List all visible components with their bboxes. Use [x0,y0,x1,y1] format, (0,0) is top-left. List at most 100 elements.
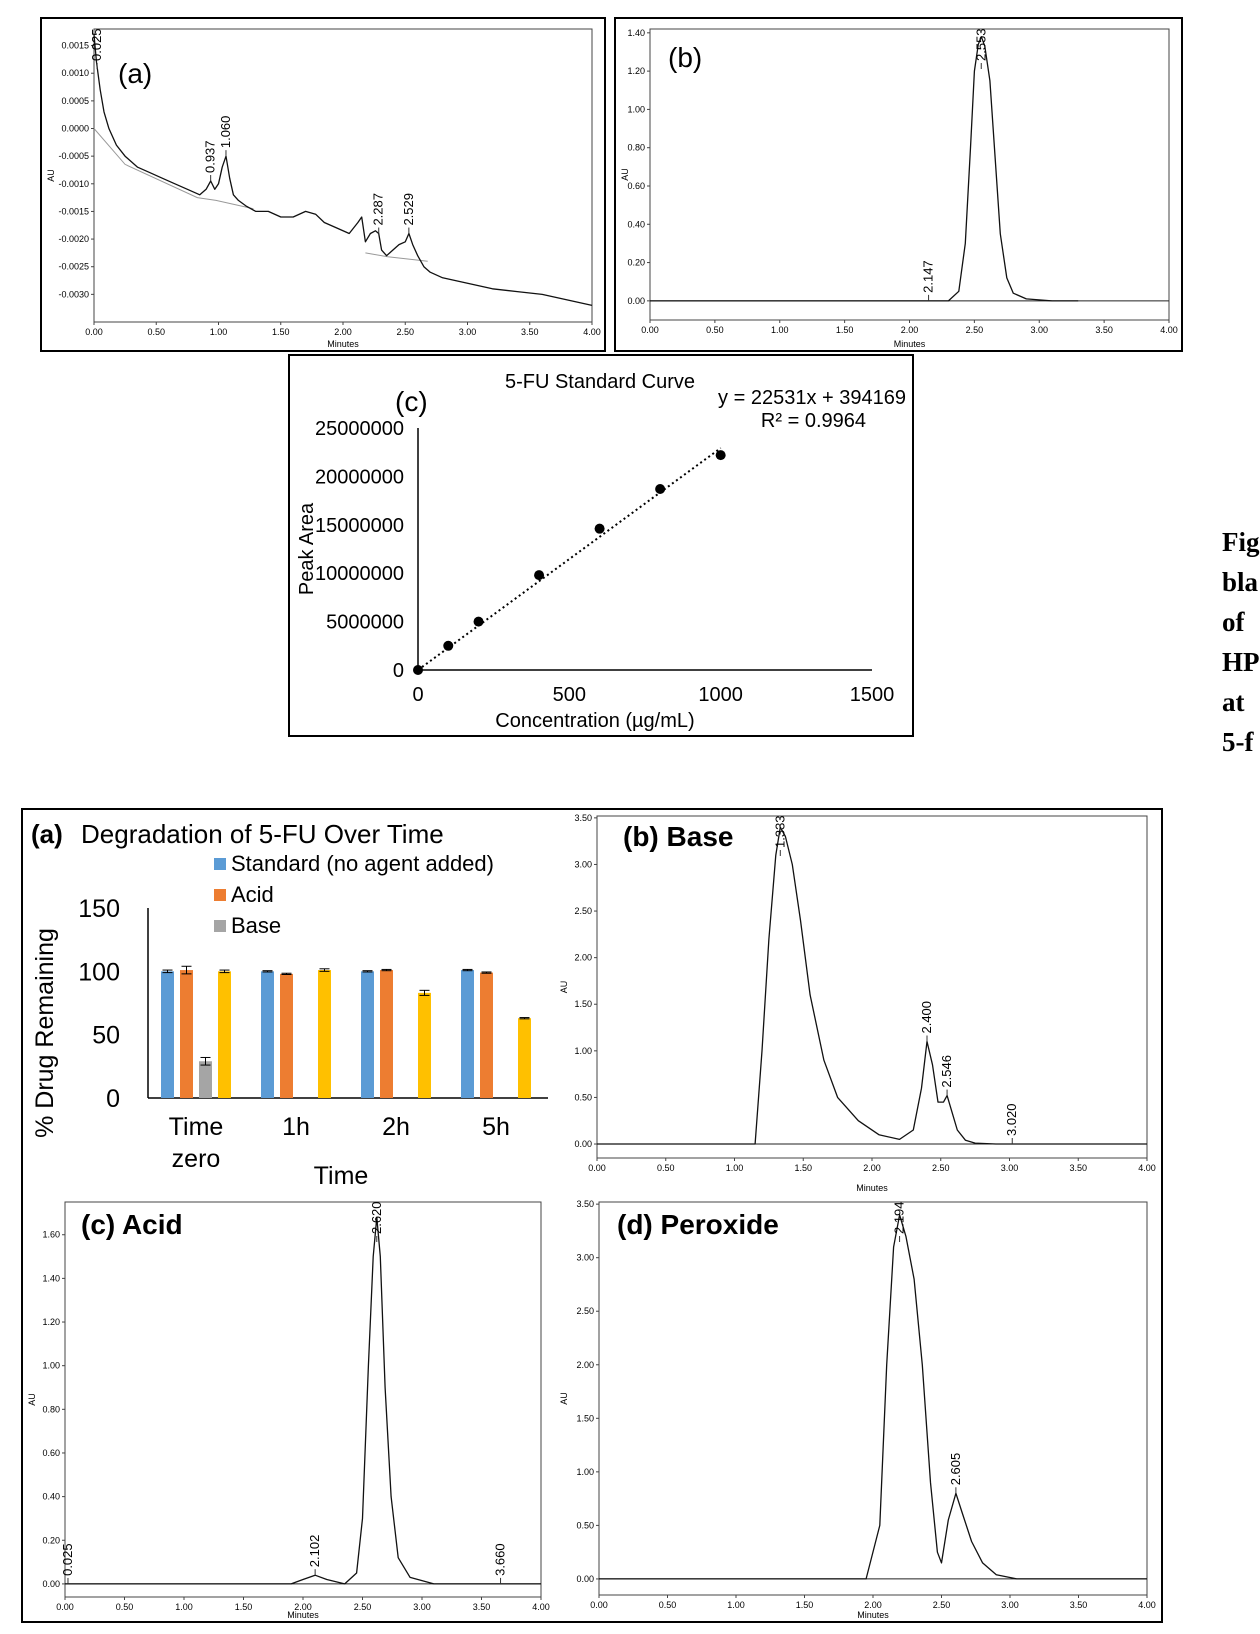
caption-line: 5-f [1222,727,1254,757]
y-tick-label: 150 [78,895,120,923]
x-tick-label: 3.50 [473,1602,491,1612]
y-tick-label: 0.20 [42,1535,60,1545]
chromatogram-trace [597,826,1147,1145]
data-point [443,640,454,651]
bar [461,970,474,1098]
x-tick-label: 1.00 [726,1163,744,1173]
x-tick-label: 1.50 [796,1600,814,1610]
panel-top-b-border [614,17,1183,352]
x-tick-label: 1.00 [727,1600,745,1610]
bar [161,971,174,1098]
bar [418,992,431,1098]
y-tick-label: -0.0015 [58,206,89,216]
x-tick-label: 0.50 [659,1600,677,1610]
panel-top-c-border [288,354,914,737]
chromatogram-standard: 1.40 1.20 1.00 0.80 0.60 0.40 0.20 0.00 0.00 0.50… [620,28,1178,349]
x-axis-label: Minutes [287,1610,319,1620]
legend-label: Standard (no agent added) [231,851,494,876]
y-tick-label: 1.20 [42,1317,60,1327]
y-tick-label: 1.20 [627,66,645,76]
x-tick-label: 0.50 [147,327,165,337]
x-tick-label: 3.00 [1001,1163,1019,1173]
panel-label: (c) [395,386,428,417]
x-tick-label: 3.50 [521,327,539,337]
peak-label: 2.147 [921,260,936,293]
y-tick-label: 0 [106,1085,120,1113]
y-tick-label: 0.0015 [61,41,89,51]
y-tick-label: 0.0010 [61,68,89,78]
x-tick-label: 3.00 [413,1602,431,1612]
y-tick-label: 0.0005 [61,96,89,106]
y-axis-label: AU [620,168,630,181]
y-tick-label: -0.0010 [58,179,89,189]
x-tick-label: 1.00 [175,1602,193,1612]
y-tick-label: 1.40 [627,28,645,38]
peak-label: 2.102 [307,1535,322,1568]
y-tick-label: -0.0020 [58,234,89,244]
y-tick-label: 2.00 [574,953,592,963]
y-tick-label: 0.40 [42,1492,60,1502]
peak-label: 0.937 [203,140,218,173]
x-tick-label: 0.00 [641,325,659,335]
y-tick-label: 0.00 [576,1574,594,1584]
x-tick-label: 0.00 [590,1600,608,1610]
y-tick-label: -0.0030 [58,289,89,299]
y-tick-label: -0.0025 [58,262,89,272]
x-tick-label: 2.50 [354,1602,372,1612]
legend-swatch [214,889,226,901]
x-tick-label: 2.50 [932,1163,950,1173]
legend-swatch [214,858,226,870]
data-point [655,483,666,494]
x-tick-label: 0.50 [706,325,724,335]
degradation-bar-chart: (a) Degradation of 5-FU Over TimeStandard… [31,819,548,1190]
y-tick-label: 0.20 [627,258,645,268]
trendline [417,447,722,671]
caption-line: of [1222,607,1245,637]
y-tick-label: 0.60 [627,181,645,191]
plot-frame [93,28,593,323]
standard-curve-chart: 0 5000000 10000000 15000000 20000000 25000000… [296,371,906,732]
chromatogram-blank: 0.0015 0.0010 0.0005 0.0000 -0.0005 -0.0010 -0… [46,28,601,349]
chromatogram-trace [599,1214,1147,1580]
trendline-equation: y = 22531x + 394169 [718,387,906,409]
y-tick-label: 0.00 [574,1139,592,1149]
x-axis-label: Minutes [894,339,926,349]
peak-label: 1.060 [218,116,233,149]
peak-label: 2.400 [919,1001,934,1034]
y-tick-label: 0.80 [627,143,645,153]
x-tick-label: 4.00 [1160,325,1178,335]
bar [380,970,393,1098]
caption-line: Fig [1222,527,1260,557]
bar [180,970,193,1098]
y-tick-label: 25000000 [315,418,404,440]
y-tick-label: 0.50 [576,1520,594,1530]
chart-title: 5-FU Standard Curve [505,371,695,393]
plot-frame [598,1201,1148,1596]
panel-bottom-group-border [21,808,1163,1623]
category-label: 2h [382,1113,410,1141]
data-point [413,665,423,675]
category-label: zero [172,1145,221,1173]
chromatogram-trace [650,36,1079,302]
x-tick-label: 1.50 [272,327,290,337]
peak-label: 1.333 [772,815,787,848]
x-tick-label: 1.50 [235,1602,253,1612]
y-tick-label: 1.50 [576,1413,594,1423]
x-tick-label: 4.00 [1138,1600,1156,1610]
chromatogram-base: 3.50 3.00 2.50 2.00 1.50 1.00 0.50 0.00 0.00 0.50… [559,813,1156,1193]
legend-label: Acid [231,882,274,907]
x-tick-label: 2.50 [933,1600,951,1610]
y-axis-label: AU [27,1393,37,1406]
y-axis-label: % Drug Remaining [31,928,59,1138]
peak-label: 2.605 [948,1453,963,1486]
panel-label: (a) [118,58,152,89]
y-tick-label: 0 [393,660,404,682]
y-tick-label: 0.00 [627,296,645,306]
y-axis-label: AU [559,981,569,994]
y-tick-label: 0.0000 [61,124,89,134]
panel-label: (d) Peroxide [617,1209,779,1240]
y-tick-label: 1.60 [42,1230,60,1240]
x-tick-label: 3.50 [1095,325,1113,335]
x-tick-label: 0.00 [588,1163,606,1173]
y-tick-label: -0.0005 [58,151,89,161]
